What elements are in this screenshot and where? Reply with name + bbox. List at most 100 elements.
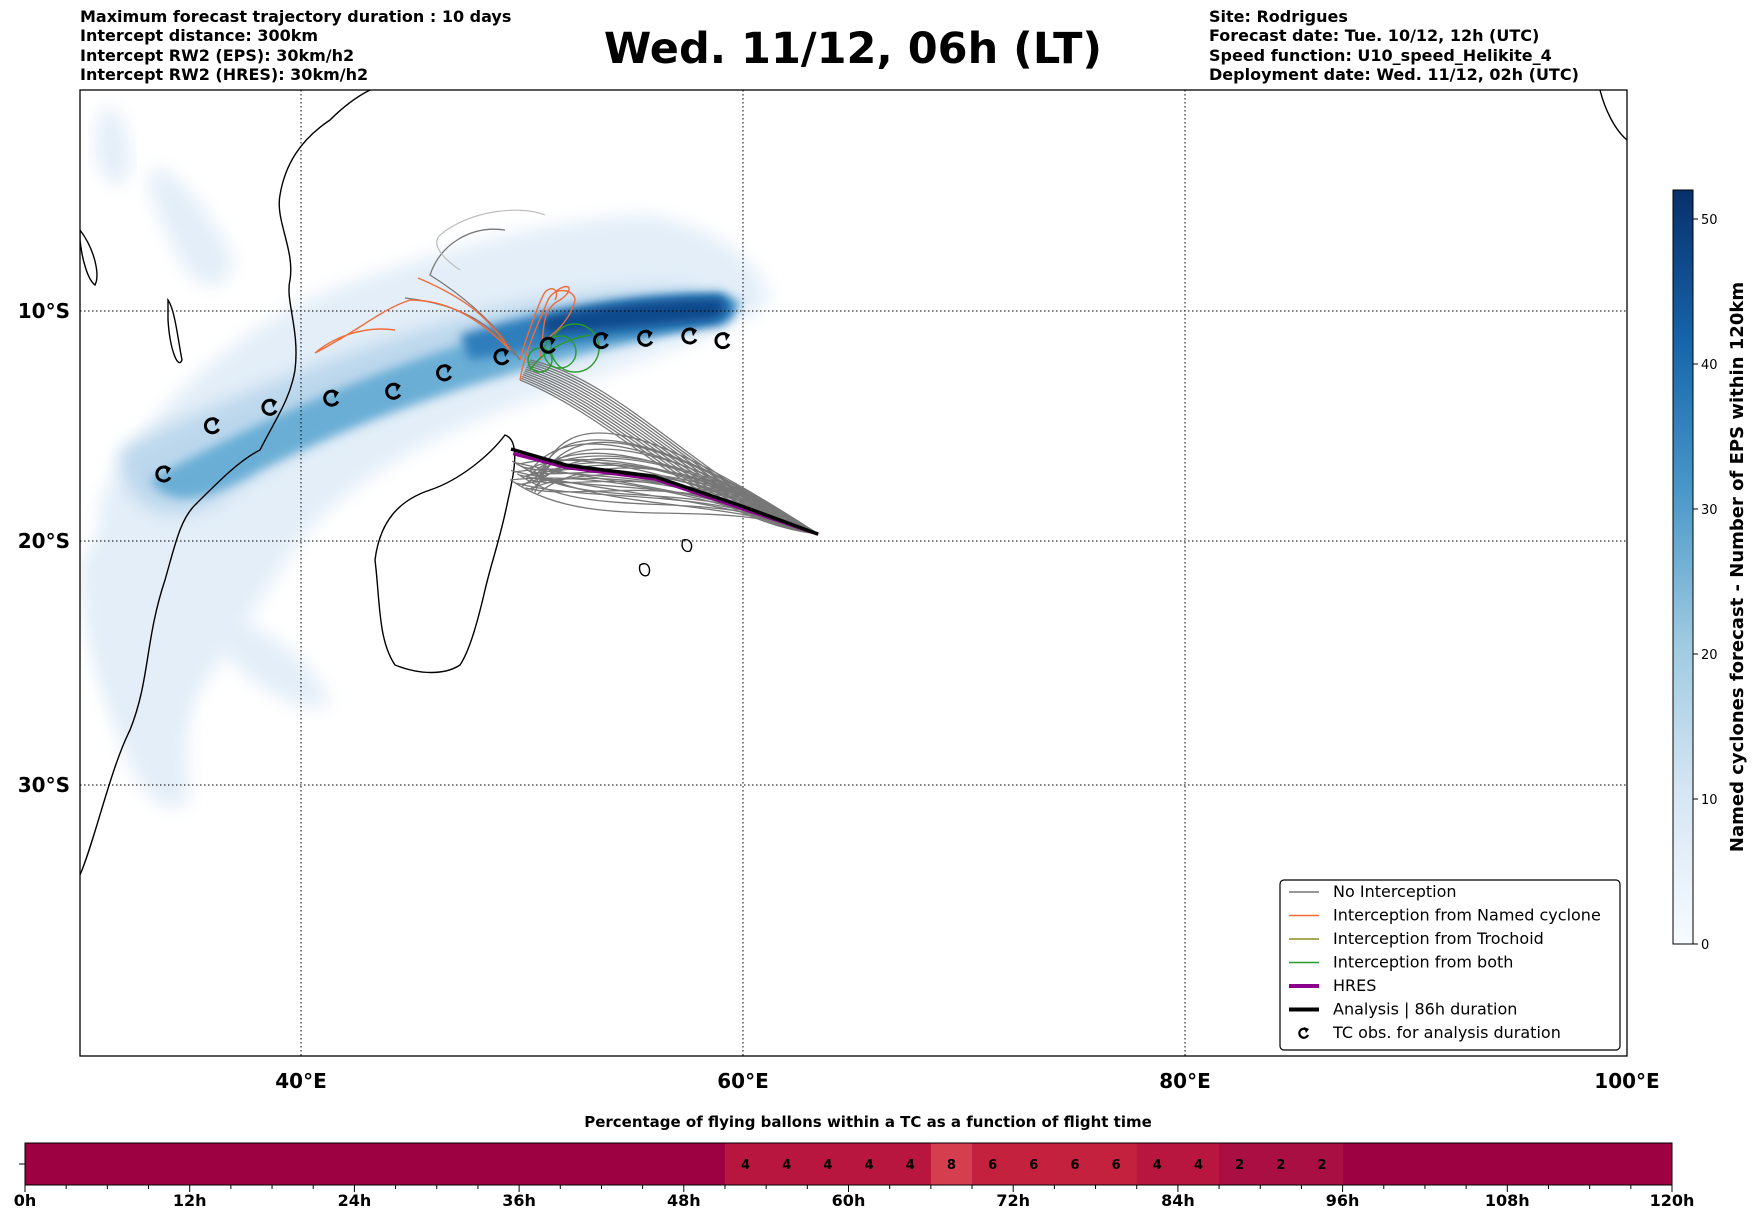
heatmap-cell-10 <box>1136 1143 1179 1185</box>
trajectory-north-10 <box>528 361 819 535</box>
trajectory-north-0 <box>519 379 819 535</box>
colorbar-tick-4: 40 <box>1701 358 1718 373</box>
map-x-ticks: 40°E 60°E 80°E 100°E <box>275 1069 1659 1093</box>
legend: No Interception Interception from Named c… <box>1279 879 1621 1051</box>
trajectory-northwest-a <box>429 228 521 361</box>
map-x-tick-3: 100°E <box>1594 1069 1659 1093</box>
colorbar-tick-3: 30 <box>1701 503 1718 518</box>
heatmap-value-13: 2 <box>1276 1158 1285 1173</box>
heatmap-cell-5 <box>930 1143 973 1185</box>
legend-label-1: Interception from Named cyclone <box>1333 906 1601 925</box>
heatmap-x-tick-6: 72h <box>996 1191 1030 1210</box>
trajectory-north-11 <box>529 359 819 535</box>
map-y-ticks: 10°S 20°S 30°S <box>18 299 70 797</box>
legend-item-4: HRES <box>1289 976 1376 995</box>
named-cyclone-trajectories <box>314 277 576 381</box>
legend-label-0: No Interception <box>1333 882 1457 901</box>
tc-symbol-1 <box>681 327 698 345</box>
map-x-tick-2: 80°E <box>1159 1069 1211 1093</box>
heatmap-value-8: 6 <box>1070 1158 1079 1173</box>
legend-label-4: HRES <box>1333 976 1376 995</box>
heatmap-value-12: 2 <box>1235 1158 1244 1173</box>
trajectory-27 <box>537 467 819 535</box>
analysis-trajectory <box>510 447 819 536</box>
heatmap-value-2: 4 <box>823 1158 832 1173</box>
colorbar-fill <box>1672 189 1694 945</box>
map-frame <box>79 89 1628 1057</box>
heatmap-cell-2 <box>807 1143 849 1185</box>
colorbar-tick-1: 10 <box>1701 793 1718 808</box>
northwest-land <box>80 228 98 287</box>
tc-symbol-10 <box>203 417 220 435</box>
heatmap-value-3: 4 <box>865 1158 874 1173</box>
heatmap-cell-13 <box>1260 1143 1302 1185</box>
heatmap-x-tick-10: 120h <box>1650 1191 1695 1210</box>
colorbar-tick-0: 0 <box>1701 938 1709 953</box>
heatmap-value-10: 4 <box>1153 1158 1162 1173</box>
madagascar <box>374 434 516 674</box>
legend-item-2: Interception from Trochoid <box>1289 929 1544 948</box>
map-grid <box>80 90 1627 1056</box>
tc-symbol-6 <box>436 364 453 382</box>
trajectory-north-1 <box>520 377 819 535</box>
legend-label-3: Interception from both <box>1333 953 1513 972</box>
map-area: No Interception Interception from Named c… <box>80 90 1627 1056</box>
heatmap-x-tick-0: 0h <box>14 1191 37 1210</box>
header-left-line-1: Maximum forecast trajectory duration : 1… <box>80 7 511 26</box>
heatmap-value-14: 2 <box>1317 1158 1326 1173</box>
map-x-tick-1: 60°E <box>717 1069 769 1093</box>
heatmap-cell-8 <box>1054 1143 1097 1185</box>
map-y-tick-2: 30°S <box>18 773 70 797</box>
heatmap-value-4: 4 <box>906 1158 915 1173</box>
heatmap-cell-3 <box>848 1143 891 1185</box>
tc-symbol-4 <box>539 336 556 354</box>
no-interception-trajectories <box>404 228 819 535</box>
map-x-tick-0: 40°E <box>275 1069 327 1093</box>
tc-symbol-5 <box>493 348 510 366</box>
legend-item-6: TC obs. for analysis duration <box>1298 1023 1561 1042</box>
heatmap-cell-7 <box>1013 1143 1055 1185</box>
tc-symbol-9 <box>261 398 278 416</box>
header-right-line-1: Site: Rodrigues <box>1209 7 1348 26</box>
gray-light-trajectories <box>436 209 546 271</box>
plot-title: Wed. 11/12, 06h (LT) <box>604 24 1102 74</box>
trajectory-north-9 <box>528 363 819 535</box>
colorbar-tick-2: 20 <box>1701 648 1718 663</box>
legend-cyclone-icon <box>1298 1027 1310 1039</box>
legend-box <box>1279 879 1621 1051</box>
legend-label-2: Interception from Trochoid <box>1333 929 1544 948</box>
heatmap-cell-14 <box>1301 1143 1344 1185</box>
legend-item-5: Analysis | 86h duration <box>1289 1000 1517 1019</box>
heatmap-value-1: 4 <box>782 1158 791 1173</box>
tc-symbol-0 <box>714 331 731 350</box>
header-left: Maximum forecast trajectory duration : 1… <box>80 7 511 84</box>
africa-coast <box>80 90 371 876</box>
coastlines <box>80 90 1627 876</box>
heatmap-x-tick-7: 84h <box>1161 1191 1195 1210</box>
legend-item-3: Interception from both <box>1289 953 1513 972</box>
legend-item-1: Interception from Named cyclone <box>1289 906 1601 925</box>
heatmap-value-6: 6 <box>988 1158 997 1173</box>
colorbar: 0 10 20 30 40 50 Named cyclones forecast - Nu… <box>1672 189 1748 953</box>
tc-symbol-2 <box>637 329 654 347</box>
trajectory-north-7 <box>526 366 819 535</box>
trajectory-north-8 <box>527 364 819 535</box>
heatmap-value-7: 6 <box>1029 1158 1038 1173</box>
tc-observations <box>155 327 731 483</box>
heatmap-value-0: 4 <box>741 1158 750 1173</box>
heatmap-x-tick-5: 60h <box>832 1191 866 1210</box>
header-right-line-4: Deployment date: Wed. 11/12, 02h (UTC) <box>1209 65 1579 84</box>
heatmap-cell-11 <box>1177 1143 1220 1185</box>
comoros <box>167 297 183 364</box>
heatmap-cell-0 <box>724 1143 767 1185</box>
heatmap-x-ticks: 0h 12h 24h 36h 48h 60h 72h 84h 96h 108h 120h <box>14 1185 1695 1210</box>
heatmap-cell-9 <box>1095 1143 1138 1185</box>
header-left-line-2: Intercept distance: 300km <box>80 26 318 45</box>
legend-label-5: Analysis | 86h duration <box>1333 1000 1517 1019</box>
heatmap-x-tick-3: 36h <box>502 1191 536 1210</box>
tc-symbol-8 <box>323 389 340 407</box>
heatmap-value-9: 6 <box>1112 1158 1121 1173</box>
colorbar-label: Named cyclones forecast - Number of EPS … <box>1727 282 1748 852</box>
map-y-tick-1: 20°S <box>18 529 70 553</box>
